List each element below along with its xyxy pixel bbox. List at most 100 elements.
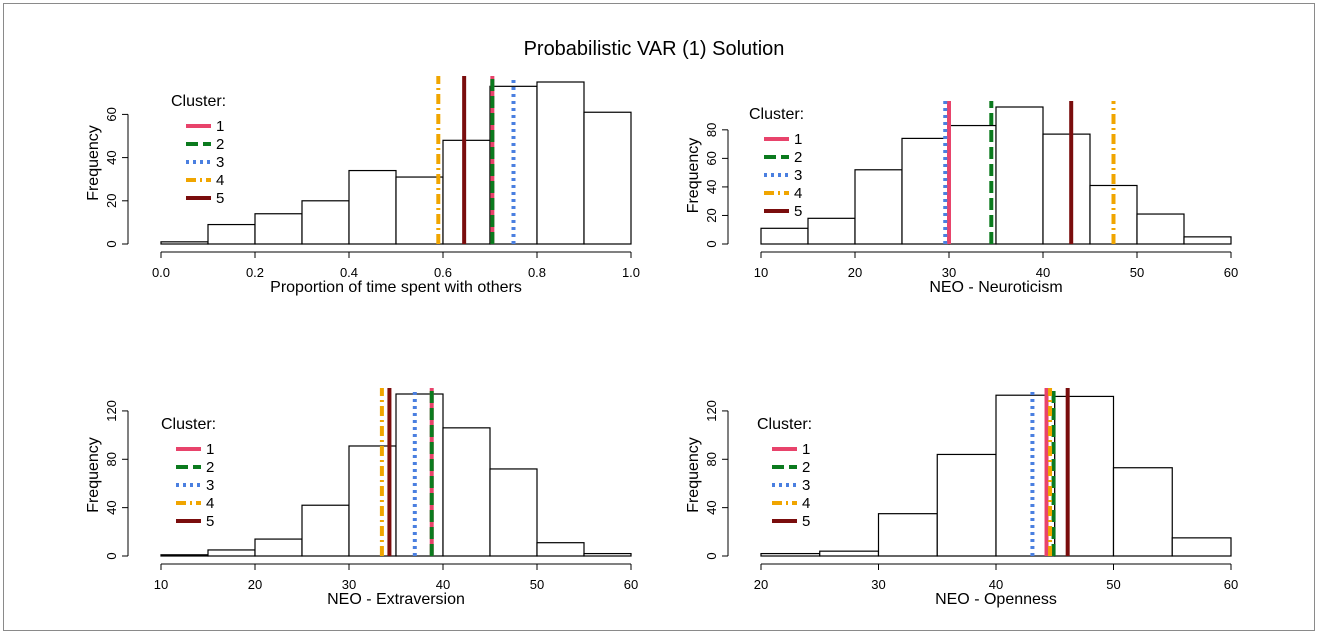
y-tick-label: 0 [704,552,719,559]
y-axis-label: Frequency [85,125,102,201]
legend-label-4: 4 [802,495,810,512]
x-tick-label: 30 [342,577,356,592]
x-tick-label: 0.2 [246,265,264,280]
histogram-bar [877,513,938,557]
histogram-bar [760,227,809,245]
histogram-bar [583,552,632,557]
x-tick-label: 1.0 [622,265,640,280]
histogram-bar [160,241,209,245]
legend-label-2: 2 [216,136,224,153]
histogram-panel-4: 20 30 40 50 60 NEO - Openness 0 40 80 120Frequenc… [685,388,1238,608]
legend-label-3: 3 [794,167,802,184]
histogram-bar [536,542,585,557]
x-tick-label: 60 [1224,265,1238,280]
legend-label-5: 5 [802,513,810,530]
legend-label-1: 1 [794,131,802,148]
x-tick-label: 50 [530,577,544,592]
x-tick-label: 10 [754,265,768,280]
y-tick-label: 40 [104,150,119,164]
x-tick-label: 20 [248,577,262,592]
legend-label-3: 3 [802,477,810,494]
y-tick-label: 60 [704,151,719,165]
histogram-bar [442,139,491,245]
x-tick-label: 0.6 [434,265,452,280]
x-tick-label: 50 [1130,265,1144,280]
x-tick-label: 0.8 [528,265,546,280]
y-tick-label: 60 [104,107,119,121]
y-tick-label: 120 [704,400,719,422]
legend-label-4: 4 [216,172,224,189]
histogram-bar [936,453,997,557]
histogram-bar [489,468,538,557]
histogram-panel-1: 0.0 0.2 0.4 0.6 0.8 1.0 Proportion of time spe… [85,76,640,296]
histogram-panel-3: 10 20 30 40 50 60 NEO - Extraversion 0 40 80 120Fr… [85,388,638,608]
legend-label-4: 4 [206,495,214,512]
y-tick-label: 120 [104,400,119,422]
histogram-bar [807,217,856,245]
x-tick-label: 60 [624,577,638,592]
histogram-bar [583,111,632,245]
legend-label-4: 4 [794,185,802,202]
x-tick-label: 40 [436,577,450,592]
x-tick-label: 30 [871,577,885,592]
legend-title: Cluster: [757,416,812,433]
legend-label-1: 1 [206,441,214,458]
histogram-bar [348,169,397,245]
histogram-bar [207,549,256,557]
x-tick-label: 50 [1106,577,1120,592]
histogram-bar [1112,467,1173,557]
y-axis-label: Frequency [685,437,702,513]
histogram-bar [395,176,444,245]
x-tick-label: 0.0 [152,265,170,280]
y-tick-label: 80 [104,452,119,466]
histogram-bar [207,223,256,245]
legend-label-2: 2 [794,149,802,166]
legend-label-5: 5 [794,203,802,220]
histogram-bar [1042,133,1091,245]
legend-label-2: 2 [206,459,214,476]
histogram-bar [395,393,444,557]
figure-canvas: Probabilistic VAR (1) Solution 0.0 0.2 0.4… [85,38,1238,608]
y-tick-label: 80 [704,452,719,466]
x-axis-label: NEO - Neuroticism [929,279,1062,296]
x-tick-label: 60 [1224,577,1238,592]
histogram-bar [854,169,903,245]
histogram-bar [301,504,350,557]
x-tick-label: 30 [942,265,956,280]
legend-title: Cluster: [171,93,226,110]
y-axis-label: Frequency [685,138,702,214]
histogram-bar [995,106,1044,245]
legend-label-5: 5 [216,190,224,207]
histogram-bar [1136,213,1185,245]
legend-label-2: 2 [802,459,810,476]
y-tick-label: 40 [104,500,119,514]
histogram-bar [760,552,821,557]
legend-label-3: 3 [206,477,214,494]
legend-label-1: 1 [802,441,810,458]
histogram-bar [819,550,880,557]
x-tick-label: 10 [154,577,168,592]
y-tick-label: 0 [104,552,119,559]
x-axis-label: NEO - Openness [935,591,1057,608]
x-axis-label: NEO - Extraversion [327,591,465,608]
histogram-bar [901,137,950,245]
histogram-panels: 0.0 0.2 0.4 0.6 0.8 1.0 Proportion of time spe… [85,76,1238,608]
legend-label-3: 3 [216,154,224,171]
histogram-bar [948,124,997,245]
x-tick-label: 40 [1036,265,1050,280]
y-axis-label: Frequency [85,437,102,513]
y-tick-label: 40 [704,180,719,194]
histogram-bar [160,554,209,557]
histogram-bar [301,200,350,245]
x-axis-label: Proportion of time spent with others [270,279,522,296]
x-tick-label: 40 [989,577,1003,592]
legend-title: Cluster: [161,416,216,433]
y-tick-label: 80 [704,123,719,137]
y-tick-label: 20 [704,208,719,222]
histogram-bar [1054,395,1115,557]
histogram-bar [442,427,491,557]
x-tick-label: 0.4 [340,265,358,280]
x-tick-label: 20 [848,265,862,280]
